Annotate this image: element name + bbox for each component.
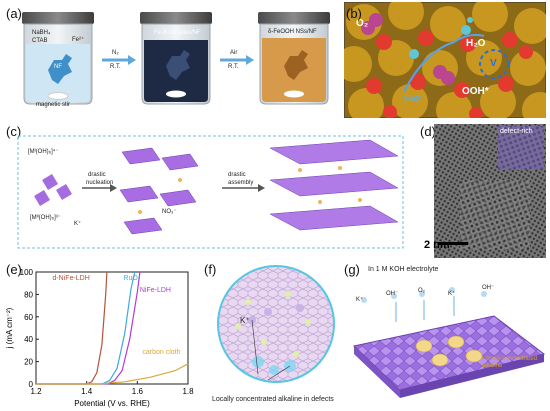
x-axis-label: Potential (V vs. RHE)	[74, 399, 150, 408]
d-inset-label: defect-rich	[500, 128, 533, 135]
g-o2-label: O₂	[418, 288, 425, 294]
panel-a-synthesis-scheme	[22, 12, 330, 105]
g-title: In 1 M KOH electrolyte	[368, 266, 439, 273]
y-tick-label: 80	[24, 290, 33, 299]
series-line-1	[36, 271, 136, 385]
y-tick-label: 100	[20, 268, 34, 277]
g-note-line2: alkaline	[482, 363, 503, 369]
panel-d-tem-image	[434, 124, 546, 258]
f-caption: Locally concentrated alkaline in defects	[212, 396, 334, 403]
jar3-caption: δ-FeOOH NSs/NF	[268, 29, 317, 35]
c-no3-ion: NO₃⁻	[162, 209, 177, 215]
jar1-caption: magnetic stir	[36, 102, 71, 108]
jar-2	[140, 12, 212, 105]
c-ion-1: [Mᴵ(OH)₆]⁴⁻	[28, 149, 59, 155]
x-tick-label: 1.2	[30, 387, 42, 396]
panel-b-atomic-model	[344, 2, 546, 118]
series-label-3: carbon cloth	[142, 349, 180, 356]
panel-g-surface-scheme	[352, 287, 546, 398]
arrow2-top-label: Air	[230, 50, 238, 56]
c-step2-line1: drastic	[228, 172, 246, 178]
y-axis-label: j (mA cm⁻²)	[5, 307, 14, 349]
jar1-reagent-1: NaBH₄	[32, 30, 51, 36]
c-k-ion: K⁺	[74, 221, 82, 227]
c-ion-2: [Mᴵᴵ(OH)₆]³⁻	[30, 215, 61, 221]
jar1-nf-label: NF	[54, 64, 62, 70]
g-k-label: K⁺	[356, 297, 364, 303]
g-oh2-label: OH⁻	[482, 285, 495, 291]
panel-g-label: (g)	[344, 262, 360, 277]
y-tick-label: 60	[24, 313, 33, 322]
panel-a-label: (a)	[6, 6, 22, 21]
b-h2o-label: H₂O	[466, 38, 486, 49]
b-vacancy-label: V	[490, 58, 497, 69]
c-step1-line1: drastic	[88, 172, 106, 178]
panel-d-label: (d)	[420, 124, 436, 139]
y-tick-label: 20	[24, 358, 33, 367]
g-oh-label: OH⁻	[386, 291, 399, 297]
series-label-0: d-NiFe-LDH	[52, 275, 89, 282]
series-line-0	[36, 271, 108, 385]
series-line-2	[36, 271, 141, 385]
f-k-label: K⁺	[240, 316, 250, 325]
jar1-reagent-2: CTAB	[32, 38, 48, 44]
c-step2-line2: assembly	[228, 180, 254, 186]
arrow1-bottom-label: R.T.	[110, 64, 121, 70]
panel-b-label: (b)	[346, 6, 362, 21]
g-note-line1: Locally concentrated	[482, 356, 538, 362]
plot-frame	[35, 271, 189, 385]
arrow1-top-label: N₂	[112, 50, 119, 56]
series-label-1: RuO₂	[123, 275, 140, 282]
panel-f-label: (f)	[204, 262, 217, 277]
panel-c-label: (c)	[6, 124, 22, 139]
panel-f-defect-circle	[217, 265, 335, 383]
b-fe2-label: Fe2	[404, 94, 422, 105]
g-k2-label: K⁺	[448, 291, 456, 297]
c-step1-line2: nucleation	[86, 180, 114, 186]
x-tick-label: 1.6	[132, 387, 144, 396]
panel-e-label: (e)	[6, 262, 22, 277]
jar-3	[258, 12, 330, 105]
b-o2-label: O₂	[356, 18, 369, 29]
panel-e-polarization-chart: 1.2 1.4 1.6 1.8 0 20 40 60 80 100 Potential (V vs.…	[5, 268, 194, 408]
jar-1	[22, 12, 94, 105]
y-tick-label: 0	[29, 380, 34, 389]
arrow2-bottom-label: R.T.	[228, 64, 239, 70]
x-tick-label: 1.8	[182, 387, 194, 396]
series-label-2: NiFe-LDH	[140, 287, 171, 294]
jar1-fe-label: Fe²⁺	[72, 37, 85, 43]
series-line-3	[36, 363, 189, 385]
y-tick-label: 40	[24, 335, 33, 344]
d-scale-bar-label: 2 nm	[424, 239, 450, 251]
x-tick-label: 1.4	[81, 387, 93, 396]
panel-c-assembly-scheme	[17, 135, 404, 249]
jar2-caption: Fe-B complex/NF	[154, 30, 201, 36]
b-ooh-label: OOH*	[462, 86, 489, 97]
